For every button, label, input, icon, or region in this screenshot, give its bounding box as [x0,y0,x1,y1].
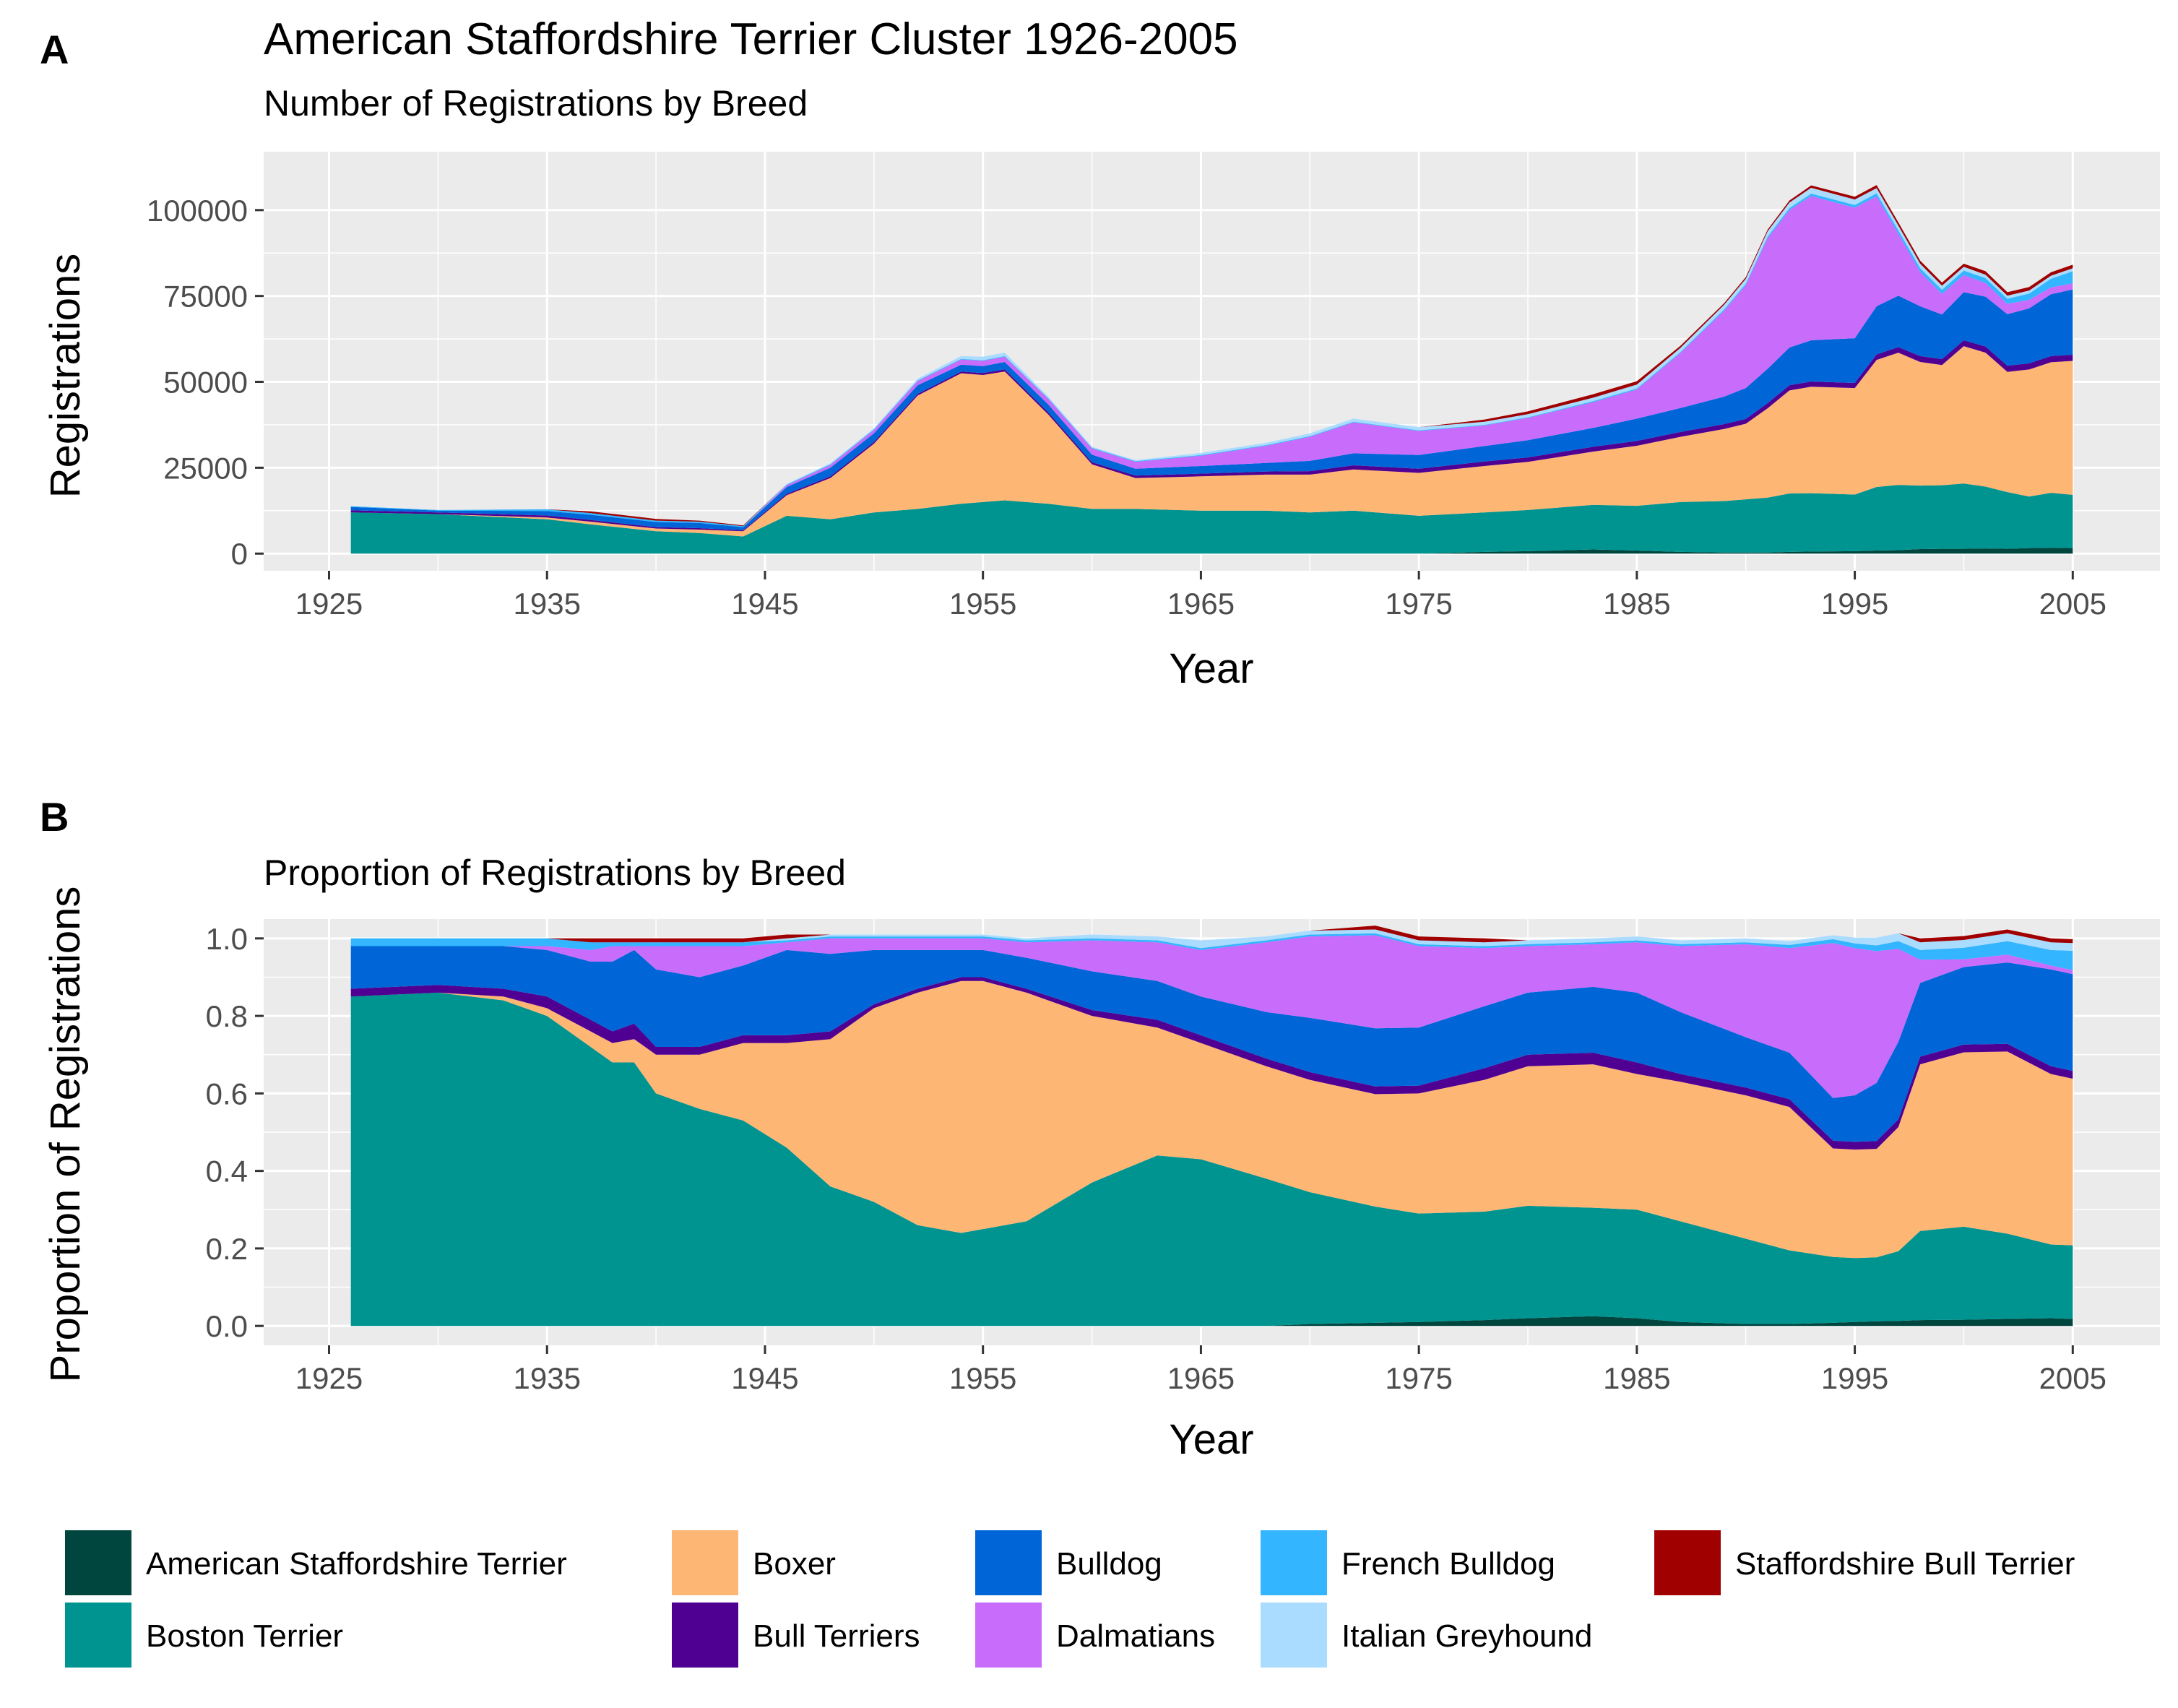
x-tick-label: 1975 [1385,1361,1452,1395]
area-boxer [350,346,2073,537]
panel-letter-a: A [40,27,69,72]
x-tick-label: 1925 [295,587,363,621]
y-tick-label: 50000 [163,366,248,400]
x-tick-label: 1955 [949,587,1016,621]
x-tick-label: 1995 [1821,587,1888,621]
x-tick-label: 1985 [1603,587,1670,621]
panel-a-axes: 1925 1935 1945 1955 1965 1975 1985 1995 2005 0 250… [147,194,2106,621]
panel-letter-b: B [40,794,69,840]
area-dalmatians [350,935,2073,1098]
legend-swatch [975,1603,1042,1668]
panel-a-subtitle: Number of Registrations by Breed [264,83,808,124]
y-tick-label: 0.2 [206,1232,248,1266]
legend-label: American Staffordshire Terrier [146,1546,567,1582]
x-tick-label: 1975 [1385,587,1452,621]
legend-item-bulldog: Bulldog [975,1530,1162,1595]
area-american-staffordshire-terrier [350,548,2073,554]
x-tick-label: 2005 [2039,587,2106,621]
area-dalmatians [350,196,2073,527]
y-tick-label: 25000 [163,451,248,485]
area-boxer [350,980,2073,1259]
x-tick-label: 1945 [731,587,798,621]
x-tick-label: 1945 [731,1361,798,1395]
legend-swatch [1654,1530,1721,1595]
x-tick-label: 1935 [514,587,581,621]
legend-item-boxer: Boxer [672,1530,836,1595]
legend-item-american-staffordshire-terrier: American Staffordshire Terrier [65,1530,567,1595]
area-italian-greyhound [350,929,2073,951]
legend-item-italian-greyhound: Italian Greyhound [1261,1603,1592,1668]
legend-swatch [65,1603,131,1668]
panel-a-x-axis-title: Year [1169,645,1253,692]
y-tick-label: 100000 [147,194,248,228]
x-tick-label: 1925 [295,1361,363,1395]
legend-item-dalmatians: Dalmatians [975,1603,1215,1668]
panel-b-stacked-areas [350,926,2073,1327]
x-tick-label: 1955 [949,1361,1016,1395]
legend-item-bull-terriers: Bull Terriers [672,1603,920,1668]
panel-b-x-axis-title: Year [1169,1416,1253,1463]
y-tick-label: 0.6 [206,1077,248,1110]
x-tick-label: 1965 [1167,587,1235,621]
panel-a-y-axis-title: Registrations [42,254,89,498]
x-tick-label: 2005 [2039,1361,2106,1395]
panel-a-stacked-areas [350,185,2073,554]
area-french-bulldog [350,933,2073,970]
area-bull-terriers [350,977,2073,1150]
legend-label: French Bulldog [1341,1546,1555,1582]
legend-swatch [672,1530,738,1595]
panel-b-subtitle: Proportion of Registrations by Breed [264,853,846,893]
legend-label: Dalmatians [1056,1618,1215,1654]
legend-label: Staffordshire Bull Terrier [1735,1546,2075,1582]
x-tick-label: 1935 [514,1361,581,1395]
y-tick-label: 0.4 [206,1155,248,1189]
x-tick-label: 1965 [1167,1361,1235,1395]
legend-swatch [672,1603,738,1668]
area-staffordshire-bull-terrier [350,926,2073,944]
x-tick-label: 1995 [1821,1361,1888,1395]
legend-item-boston-terrier: Boston Terrier [65,1603,343,1668]
chart-title: American Staffordshire Terrier Cluster 1… [264,14,1238,64]
area-boston-terrier [350,483,2073,554]
x-tick-label: 1985 [1603,1361,1670,1395]
legend-label: Bull Terriers [753,1618,920,1654]
legend-swatch [1261,1603,1327,1668]
legend-swatch [1261,1530,1327,1595]
panel-b-y-axis-title: Proportion of Registrations [42,887,89,1383]
y-tick-label: 0.0 [206,1309,248,1343]
area-bulldog [350,946,2073,1142]
legend-label: Italian Greyhound [1341,1618,1592,1654]
legend-label: Boston Terrier [146,1618,343,1654]
y-tick-label: 0 [231,537,248,571]
legend: American Staffordshire Terrier Boxer Bulld… [65,1530,2075,1668]
panel-b-axes: 1925 1935 1945 1955 1965 1975 1985 1995 2005 0.0 0… [206,922,2106,1395]
legend-item-staffordshire-bull-terrier: Staffordshire Bull Terrier [1654,1530,2075,1595]
panel-a: A American Staffordshire Terrier Cluster… [40,14,2160,692]
y-tick-label: 1.0 [206,922,248,956]
area-boston-terrier [350,992,2073,1327]
area-american-staffordshire-terrier [350,1316,2073,1327]
legend-swatch [65,1530,131,1595]
legend-label: Bulldog [1056,1546,1162,1582]
y-tick-label: 75000 [163,280,248,314]
y-tick-label: 0.8 [206,999,248,1033]
legend-item-french-bulldog: French Bulldog [1261,1530,1555,1595]
area-bulldog [350,289,2073,530]
legend-swatch [975,1530,1042,1595]
legend-label: Boxer [753,1546,836,1582]
panel-b: B Proportion of Registrations by Breed 1… [40,794,2160,1463]
